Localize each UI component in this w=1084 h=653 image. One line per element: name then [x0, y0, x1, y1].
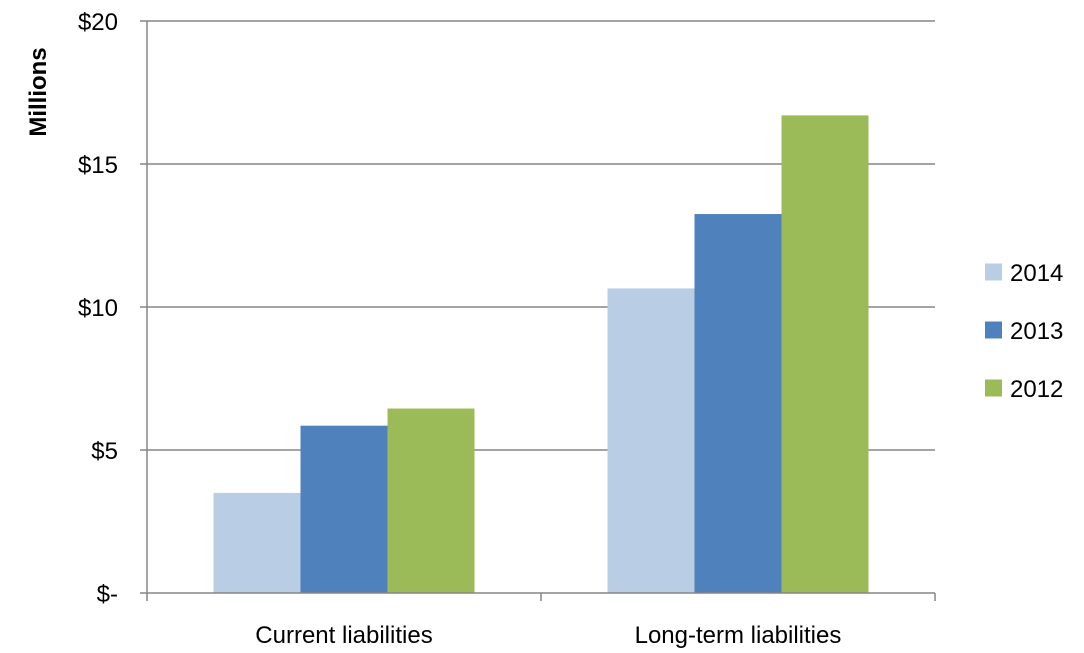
legend-swatch — [985, 321, 1002, 339]
y-tick-label: $- — [97, 581, 118, 608]
legend-swatch — [985, 379, 1002, 397]
bar — [781, 115, 869, 593]
legend-label: 2014 — [1010, 260, 1063, 287]
y-tick-label: $5 — [91, 438, 118, 465]
axes — [140, 20, 936, 601]
legend-label: 2013 — [1010, 318, 1063, 345]
y-tick-label: $10 — [78, 295, 118, 322]
x-category-label: Current liabilities — [255, 622, 432, 649]
bar — [387, 408, 475, 593]
bar — [607, 288, 695, 593]
legend-label: 2012 — [1010, 376, 1063, 403]
x-category-label: Long-term liabilities — [635, 622, 842, 649]
y-axis-label: Millions — [25, 47, 52, 136]
y-tick-label: $20 — [78, 9, 118, 36]
y-tick-label: $15 — [78, 152, 118, 179]
bar — [213, 492, 301, 593]
bars — [213, 115, 869, 594]
x-tick-labels: Current liabilities Long-term liabilities — [255, 622, 841, 649]
bar — [300, 425, 388, 593]
legend-swatch — [985, 263, 1002, 281]
bar — [694, 214, 782, 594]
legend: 2014 2013 2012 — [985, 260, 1063, 403]
y-tick-labels: $- $5 $10 $15 $20 — [78, 9, 118, 608]
